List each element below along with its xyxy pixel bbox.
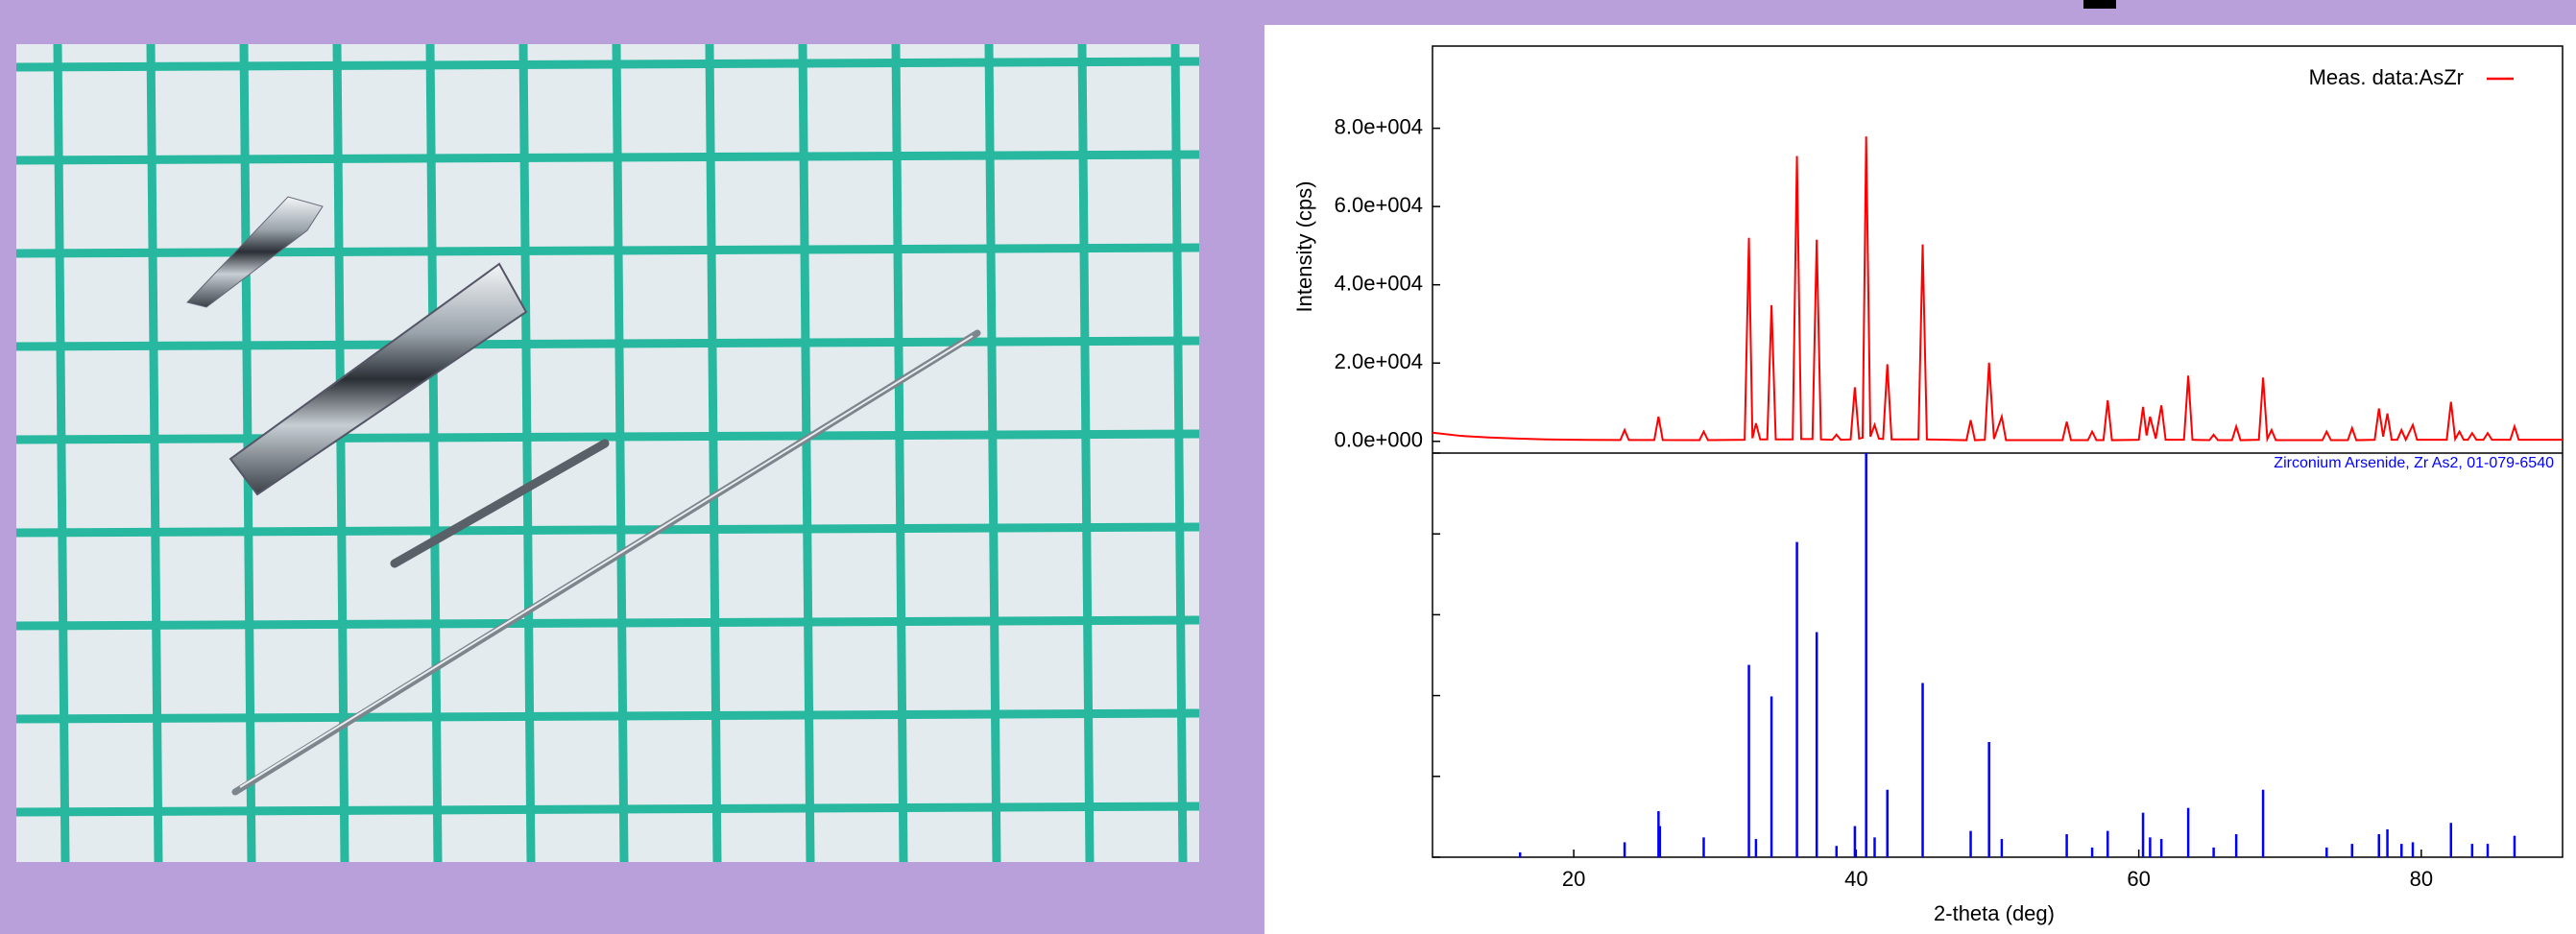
rod (390, 439, 610, 568)
photo-grid (984, 43, 1001, 863)
photo-grid (146, 43, 163, 863)
crystal-chip (186, 196, 324, 308)
legend-label: Meas. data:AsZr (2309, 65, 2464, 89)
plot-frame (1432, 45, 2564, 858)
photo-grid (425, 43, 443, 863)
photo-grid (15, 150, 1200, 165)
photo-grid (15, 336, 1200, 351)
y-tick-label: 4.0e+004 (1335, 272, 1423, 296)
rod-shine (239, 335, 974, 788)
chart-panel (1264, 25, 2576, 934)
photo-grid (891, 43, 908, 863)
photo-grid (1170, 43, 1188, 863)
y-tick-label: 8.0e+004 (1335, 114, 1423, 138)
photo-grid (53, 43, 70, 863)
y-tick-label: 6.0e+004 (1335, 193, 1423, 217)
x-tick-label: 20 (1562, 867, 1585, 891)
x-axis-label: 2-theta (deg) (1934, 901, 2055, 925)
photo-grid (798, 43, 815, 863)
y-tick-label: 0.0e+000 (1335, 428, 1423, 452)
photo-grid (518, 43, 536, 863)
top-marker (2083, 0, 2116, 9)
x-tick-label: 60 (2127, 867, 2150, 891)
photo-grid (15, 57, 1200, 72)
photo-grid (1077, 43, 1095, 863)
photo (15, 43, 1200, 863)
photo-grid (15, 615, 1200, 631)
measured-line (1432, 136, 2563, 443)
photo-grid (15, 708, 1200, 724)
y-axis-label: Intensity (cps) (1292, 181, 1316, 313)
photo-grid (612, 43, 629, 863)
crystal (229, 262, 528, 496)
photo-grid (15, 522, 1200, 538)
reference-label: Zirconium Arsenide, Zr As2, 01-079-6540 (2274, 455, 2554, 471)
x-tick-label: 40 (1844, 867, 1867, 891)
photo-grid (705, 43, 722, 863)
x-tick-label: 80 (2410, 867, 2433, 891)
photo-grid (15, 429, 1200, 444)
y-tick-label: 2.0e+004 (1335, 349, 1423, 373)
photo-grid (15, 243, 1200, 258)
photo-grid (15, 802, 1200, 817)
photo-background (16, 44, 1199, 862)
